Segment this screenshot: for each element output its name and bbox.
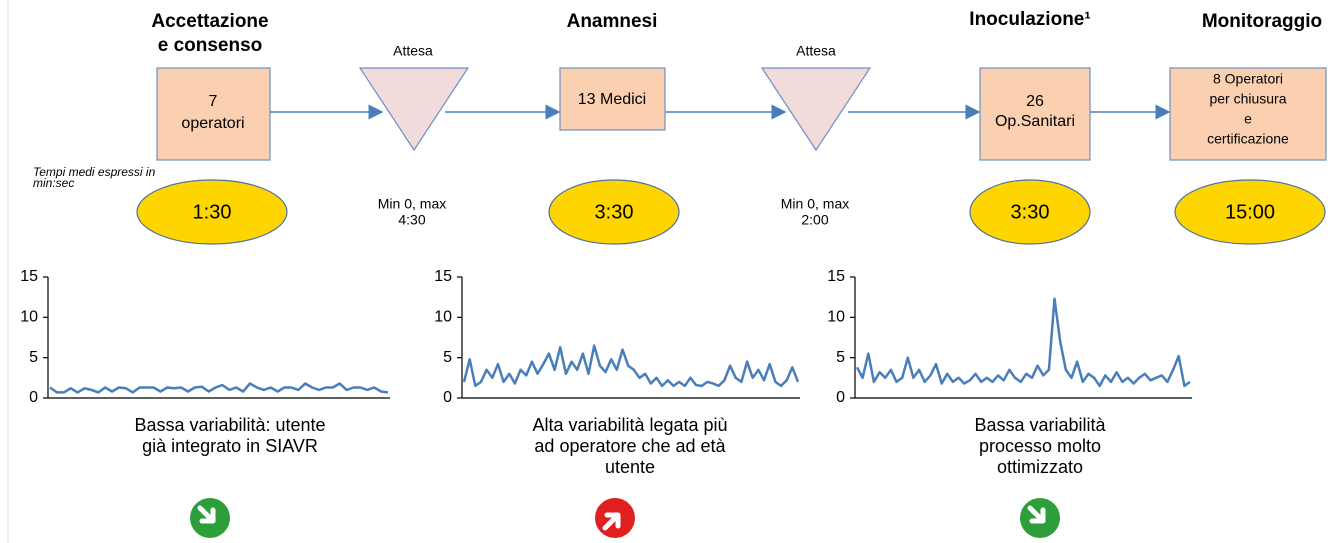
box-text: per chiusura (1209, 91, 1286, 107)
note: Tempi medi espressi in (33, 165, 156, 179)
time-text: 3:30 (595, 201, 634, 223)
stage-title: Monitoraggio (1202, 11, 1322, 32)
y-tick-label: 10 (434, 309, 452, 326)
box-text: e (1244, 111, 1252, 127)
stage-box (979, 67, 1091, 161)
box-text: Op.Sanitari (995, 113, 1075, 130)
stage-title: e consenso (158, 35, 263, 56)
caption: utente (605, 457, 655, 477)
wait-label: Attesa (393, 43, 433, 59)
caption: Bassa variabilità (974, 415, 1106, 435)
y-tick-label: 5 (443, 349, 452, 366)
time-text: 1:30 (193, 201, 232, 223)
time-ellipse (136, 179, 288, 245)
wait-range: 4:30 (398, 212, 425, 228)
status-icon (595, 498, 635, 538)
y-tick-label: 10 (827, 309, 845, 326)
caption: ad operatore che ad età (534, 436, 726, 456)
box-text: 13 Medici (578, 91, 646, 108)
y-tick-label: 0 (836, 389, 845, 406)
caption: già integrato in SIAVR (142, 436, 318, 456)
y-tick-label: 5 (836, 349, 845, 366)
y-tick-label: 0 (443, 389, 452, 406)
y-tick-label: 15 (20, 268, 38, 285)
data-line (462, 344, 800, 388)
wait-range: Min 0, max (781, 196, 849, 212)
time-ellipse (548, 179, 680, 245)
status-icon (190, 498, 230, 538)
caption: Alta variabilità legata più (532, 415, 727, 435)
wait-label: Attesa (796, 43, 836, 59)
caption: processo molto (979, 436, 1101, 456)
y-tick-label: 10 (20, 309, 38, 326)
box-text: operatori (181, 115, 244, 132)
stage-title: Accettazione (151, 11, 268, 32)
stage-box (156, 67, 271, 161)
time-ellipse (969, 179, 1091, 245)
y-tick-label: 15 (434, 268, 452, 285)
box-text: 7 (209, 93, 218, 110)
time-text: 3:30 (1011, 201, 1050, 223)
y-tick-label: 15 (827, 268, 845, 285)
wait-range: Min 0, max (378, 196, 446, 212)
wait-triangle (760, 67, 872, 152)
data-line (855, 297, 1191, 388)
y-tick-label: 0 (29, 389, 38, 406)
y-tick-label: 5 (29, 349, 38, 366)
caption: Bassa variabilità: utente (134, 415, 325, 435)
box-text: 8 Operatori (1213, 71, 1283, 87)
data-line (49, 382, 389, 394)
box-text: 26 (1026, 93, 1044, 110)
time-ellipse (1174, 179, 1326, 245)
status-icon (1020, 498, 1060, 538)
wait-triangle (358, 67, 470, 152)
time-text: 15:00 (1225, 201, 1275, 223)
stage-box (1169, 67, 1327, 161)
note: min:sec (33, 176, 74, 190)
stage-box (559, 67, 666, 131)
box-text: certificazione (1207, 131, 1289, 147)
wait-range: 2:00 (801, 212, 828, 228)
caption: ottimizzato (997, 457, 1083, 477)
stage-title: Anamnesi (567, 11, 658, 32)
stage-title: Inoculazione¹ (969, 9, 1090, 30)
